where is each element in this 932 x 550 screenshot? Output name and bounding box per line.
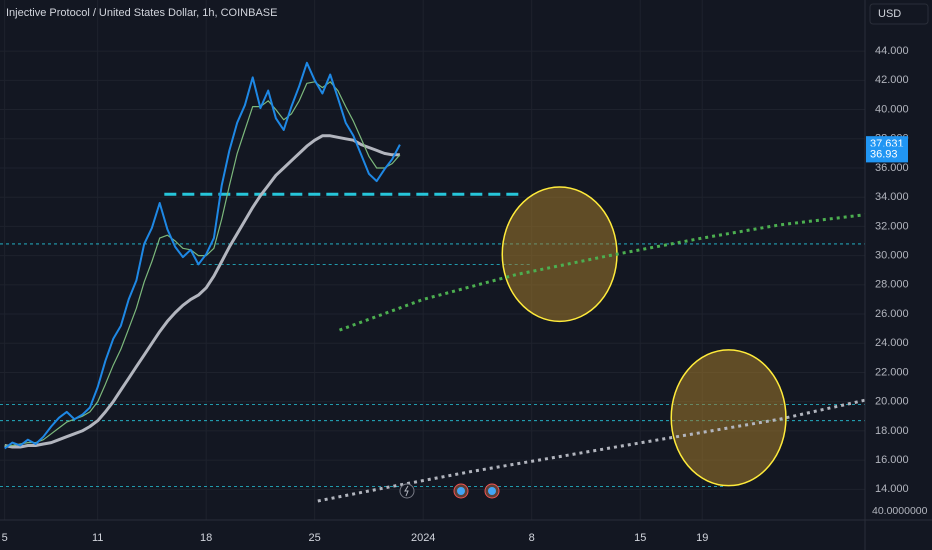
x-tick-label: 5 <box>2 532 8 544</box>
y-tick-label: 22.000 <box>875 366 909 378</box>
zone <box>501 186 618 323</box>
y-tick-label: 40.000 <box>875 103 909 115</box>
y-tick-label: 30.000 <box>875 250 909 262</box>
y-tick-label: 44.000 <box>875 45 909 57</box>
series-line <box>4 61 401 450</box>
y-tick-label: 32.000 <box>875 220 909 232</box>
projection-line <box>338 213 865 332</box>
x-tick-label: 19 <box>696 532 708 544</box>
x-tick-label: 8 <box>529 532 535 544</box>
x-tick-label: 2024 <box>411 532 435 544</box>
y-tick-label: 26.000 <box>875 308 909 320</box>
x-tick-label: 18 <box>200 532 212 544</box>
y-tick-label: 36.000 <box>875 162 909 174</box>
y-tick-label: 34.000 <box>875 191 909 203</box>
plot-area <box>0 61 865 503</box>
grid <box>0 0 865 520</box>
volume-axis-label: 40.0000000 <box>872 505 928 517</box>
currency-button[interactable] <box>869 3 929 25</box>
y-tick-label: 42.000 <box>875 74 909 86</box>
x-tick-label: 25 <box>309 532 321 544</box>
price-tag-label: 36.93 <box>870 148 898 160</box>
event-icon-glyph <box>457 487 465 495</box>
y-tick-label: 14.000 <box>875 483 909 495</box>
y-tick-label: 18.000 <box>875 425 909 437</box>
event-icons <box>399 483 500 499</box>
projection-line <box>317 398 865 503</box>
y-tick-label: 20.000 <box>875 396 909 408</box>
series-line <box>4 134 400 449</box>
y-tick-label: 16.000 <box>875 454 909 466</box>
y-tick-label: 24.000 <box>875 337 909 349</box>
x-tick-label: 15 <box>634 532 646 544</box>
event-icon-glyph <box>404 485 409 497</box>
currency-label[interactable]: USD <box>878 8 901 20</box>
price-tag <box>866 146 908 163</box>
event-icon-glyph <box>488 487 496 495</box>
chart-title: Injective Protocol / United States Dolla… <box>6 7 277 19</box>
y-tick-label: 28.000 <box>875 279 909 291</box>
zone <box>670 349 787 487</box>
x-tick-label: 11 <box>92 532 103 544</box>
